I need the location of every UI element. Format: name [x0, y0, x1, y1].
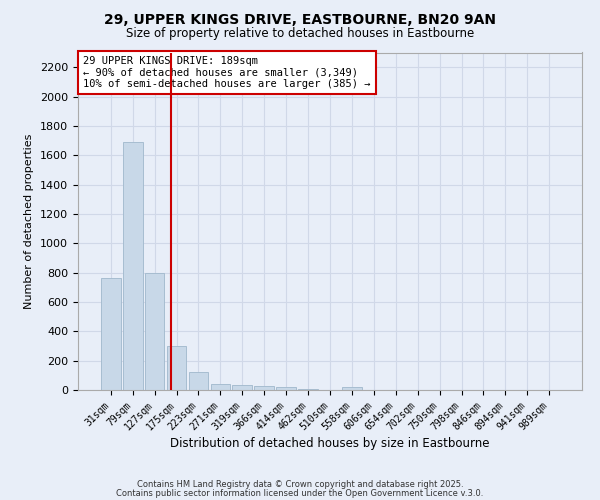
- Text: 29, UPPER KINGS DRIVE, EASTBOURNE, BN20 9AN: 29, UPPER KINGS DRIVE, EASTBOURNE, BN20 …: [104, 12, 496, 26]
- Bar: [276, 387, 296, 390]
- Bar: [188, 372, 208, 390]
- Bar: [145, 272, 164, 390]
- Bar: [342, 387, 362, 390]
- Y-axis label: Number of detached properties: Number of detached properties: [25, 134, 34, 309]
- X-axis label: Distribution of detached houses by size in Eastbourne: Distribution of detached houses by size …: [170, 438, 490, 450]
- Bar: [167, 346, 187, 390]
- Bar: [232, 385, 252, 390]
- Bar: [211, 384, 230, 390]
- Bar: [254, 386, 274, 390]
- Bar: [101, 278, 121, 390]
- Text: Contains HM Land Registry data © Crown copyright and database right 2025.: Contains HM Land Registry data © Crown c…: [137, 480, 463, 489]
- Bar: [123, 142, 143, 390]
- Text: Contains public sector information licensed under the Open Government Licence v.: Contains public sector information licen…: [116, 488, 484, 498]
- Text: 29 UPPER KINGS DRIVE: 189sqm
← 90% of detached houses are smaller (3,349)
10% of: 29 UPPER KINGS DRIVE: 189sqm ← 90% of de…: [83, 56, 371, 89]
- Text: Size of property relative to detached houses in Eastbourne: Size of property relative to detached ho…: [126, 28, 474, 40]
